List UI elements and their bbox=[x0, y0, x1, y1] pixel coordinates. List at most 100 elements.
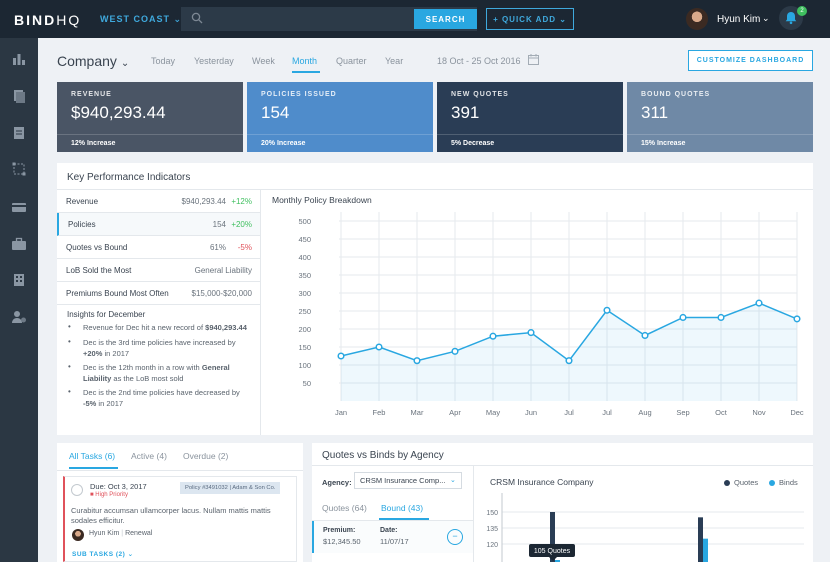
calendar-icon[interactable] bbox=[528, 54, 539, 65]
agency-panel: Quotes vs Binds by Agency Agency: CRSM I… bbox=[312, 443, 813, 562]
kpi-row-revenue[interactable]: Revenue $940,293.44 +12% bbox=[57, 190, 260, 213]
chart-title: Monthly Policy Breakdown bbox=[272, 195, 372, 205]
subtasks-toggle[interactable]: SUB TASKS (2) ⌄ bbox=[72, 550, 134, 558]
data-point bbox=[603, 306, 611, 314]
data-point bbox=[565, 357, 573, 365]
tab-active-tasks[interactable]: Active (4) bbox=[131, 451, 167, 461]
stat-card-value: $940,293.44 bbox=[71, 103, 166, 122]
kpi-value: General Liability bbox=[194, 266, 252, 275]
stat-card-footer: 20% Increase bbox=[247, 134, 433, 152]
bar-quotes bbox=[550, 512, 555, 562]
tooltip-text: 105 Quotes bbox=[534, 548, 571, 555]
tasks-panel: All Tasks (6) Active (4) Overdue (2) Due… bbox=[57, 443, 303, 562]
company-selector[interactable]: Company ⌄ bbox=[57, 53, 129, 69]
y-tick-label: 400 bbox=[298, 253, 311, 262]
chevron-down-icon: ⌄ bbox=[127, 551, 134, 558]
insight-highlight: General Liability bbox=[83, 363, 230, 383]
tab-today[interactable]: Today bbox=[151, 56, 176, 66]
agency-select[interactable]: CRSM Insurance Comp... bbox=[354, 472, 462, 489]
stat-card-change: 5% Decrease bbox=[451, 140, 495, 147]
data-point bbox=[793, 315, 801, 323]
crop-select-icon[interactable] bbox=[11, 162, 27, 176]
tab-all-tasks[interactable]: All Tasks (6) bbox=[69, 451, 116, 461]
documents-icon[interactable] bbox=[11, 89, 27, 103]
user-money-icon[interactable] bbox=[11, 310, 27, 324]
bar-chart-title: CRSM Insurance Company bbox=[490, 477, 594, 487]
search-input[interactable] bbox=[211, 9, 411, 29]
file-icon[interactable] bbox=[11, 126, 27, 140]
building-icon[interactable] bbox=[11, 273, 27, 287]
bound-row[interactable]: Premium: $12,345.50 Date: 11/07/17 − bbox=[312, 521, 473, 553]
kpi-label: Revenue bbox=[66, 197, 99, 206]
legend-quotes: Quotes bbox=[734, 478, 759, 487]
tab-month[interactable]: Month bbox=[292, 56, 318, 66]
date-range[interactable]: 18 Oct - 25 Oct 2016 bbox=[437, 56, 521, 66]
card-icon[interactable] bbox=[11, 200, 27, 214]
task-priority: ■ High Priority bbox=[90, 492, 128, 498]
stat-card-revenue[interactable]: REVENUE $940,293.44 12% Increase bbox=[57, 82, 243, 152]
x-tick-label: May bbox=[486, 408, 500, 417]
tab-quotes[interactable]: Quotes (64) bbox=[322, 503, 367, 513]
stat-card-policies[interactable]: POLICIES ISSUED 154 20% Increase bbox=[247, 82, 433, 152]
data-point bbox=[717, 313, 725, 322]
stat-card-change: 15% Increase bbox=[641, 140, 686, 147]
x-tick-label: Sep bbox=[676, 408, 689, 417]
tab-year[interactable]: Year bbox=[385, 56, 404, 66]
date-value: 11/07/17 bbox=[380, 537, 409, 546]
tab-bound[interactable]: Bound (43) bbox=[381, 503, 424, 513]
bar-chart-icon[interactable] bbox=[11, 52, 27, 66]
tab-overdue-tasks[interactable]: Overdue (2) bbox=[183, 451, 229, 461]
data-point bbox=[375, 343, 383, 351]
chevron-down-icon: ⌄ bbox=[450, 477, 456, 484]
kpi-value: $15,000-$20,000 bbox=[191, 289, 253, 298]
y-tick-label: 135 bbox=[486, 526, 498, 533]
alert-icon: ■ bbox=[90, 492, 94, 498]
task-priority-label: High Priority bbox=[95, 492, 128, 498]
tab-week[interactable]: Week bbox=[252, 56, 275, 66]
stat-card-value: 391 bbox=[451, 103, 480, 122]
policy-badge[interactable]: Policy #3491032 | Adam & Son Co. bbox=[180, 482, 281, 494]
chevron-down-icon[interactable]: ⌄ bbox=[762, 13, 770, 23]
quick-add-button[interactable]: + QUICK ADD ⌄ bbox=[486, 8, 574, 30]
insight-item: Dec is the 2nd time policies have decrea… bbox=[83, 387, 253, 409]
bell-icon bbox=[785, 12, 797, 25]
x-tick-label: Oct bbox=[715, 408, 728, 417]
collapse-icon[interactable]: − bbox=[447, 529, 463, 545]
insight-text: Dec is the 12th month in a row with bbox=[83, 363, 202, 372]
insight-item: Dec is the 3rd time policies have increa… bbox=[83, 337, 253, 359]
kpi-row-lob[interactable]: LoB Sold the Most General Liability bbox=[57, 259, 260, 282]
top-bar: BINDHQ WEST COAST ⌄ SEARCH + QUICK ADD ⌄… bbox=[0, 0, 830, 38]
premium-label: Premium: bbox=[323, 527, 356, 534]
data-point bbox=[679, 313, 687, 322]
briefcase-icon[interactable] bbox=[11, 237, 27, 251]
search-button[interactable]: SEARCH bbox=[414, 9, 477, 29]
kpi-row-premiums[interactable]: Premiums Bound Most Often $15,000-$20,00… bbox=[57, 282, 260, 305]
kpi-row-quotes-vs-bound[interactable]: Quotes vs Bound 61% -5% bbox=[57, 236, 260, 259]
data-point bbox=[641, 331, 649, 340]
insight-item: Dec is the 12th month in a row with Gene… bbox=[83, 362, 253, 384]
customize-dashboard-button[interactable]: CUSTOMIZE DASHBOARD bbox=[688, 50, 813, 71]
kpi-value: 61% bbox=[209, 243, 226, 252]
kpi-panel: Key Performance Indicators Revenue $940,… bbox=[57, 163, 813, 435]
task-checkbox[interactable] bbox=[71, 484, 83, 496]
tab-yesterday[interactable]: Yesterday bbox=[194, 56, 234, 66]
stat-card-new-quotes[interactable]: NEW QUOTES 391 5% Decrease bbox=[437, 82, 623, 152]
data-point bbox=[755, 299, 763, 307]
region-selector[interactable]: WEST COAST ⌄ bbox=[100, 14, 182, 25]
stat-card-bound-quotes[interactable]: BOUND QUOTES 311 15% Increase bbox=[627, 82, 813, 152]
premium-value: $12,345.50 bbox=[323, 537, 361, 546]
data-point bbox=[451, 347, 459, 355]
app-logo[interactable]: BINDHQ bbox=[14, 12, 81, 28]
chevron-down-icon: ⌄ bbox=[173, 14, 183, 24]
chevron-down-icon: ⌄ bbox=[120, 58, 130, 69]
task-card[interactable]: Due: Oct 3, 2017 ■ High Priority Policy … bbox=[63, 476, 297, 562]
tab-quarter[interactable]: Quarter bbox=[336, 56, 367, 66]
insight-text: Revenue for Dec hit a new record of bbox=[83, 323, 206, 332]
active-tab-indicator bbox=[379, 518, 429, 520]
legend-swatch-quotes bbox=[724, 480, 730, 486]
y-tick-label: 500 bbox=[298, 217, 311, 226]
user-avatar[interactable] bbox=[686, 8, 708, 30]
kpi-row-policies[interactable]: Policies 154 +20% bbox=[57, 213, 260, 236]
user-name[interactable]: Hyun Kim bbox=[717, 14, 761, 25]
y-tick-label: 300 bbox=[298, 289, 311, 298]
